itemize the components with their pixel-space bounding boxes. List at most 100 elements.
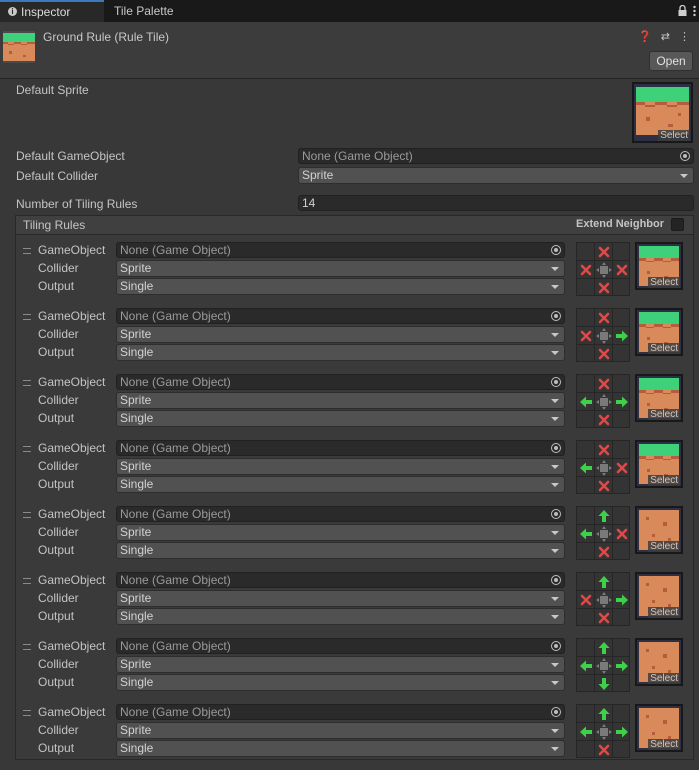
rule-gameobject-field[interactable]: None (Game Object) <box>116 242 565 258</box>
rule-sprite-field[interactable]: Select <box>635 440 683 488</box>
rule-gameobject-field[interactable]: None (Game Object) <box>116 506 565 522</box>
arrow-left-icon[interactable] <box>577 723 595 741</box>
rule-sprite-select[interactable]: Select <box>648 607 680 618</box>
not-this-icon[interactable] <box>595 477 613 495</box>
rule-output-dropdown[interactable]: Single <box>116 740 565 757</box>
rule-sprite-field[interactable]: Select <box>635 572 683 620</box>
drag-handle-icon[interactable] <box>23 248 31 254</box>
arrow-up-icon[interactable] <box>595 507 613 525</box>
object-picker-icon[interactable] <box>551 575 561 585</box>
arrow-right-icon[interactable] <box>613 657 631 675</box>
rule-gameobject-field[interactable]: None (Game Object) <box>116 572 565 588</box>
rule-gameobject-field[interactable]: None (Game Object) <box>116 440 565 456</box>
rule-gameobject-field[interactable]: None (Game Object) <box>116 638 565 654</box>
arrow-right-icon[interactable] <box>613 327 631 345</box>
not-this-icon[interactable] <box>595 375 613 393</box>
arrow-down-icon[interactable] <box>595 675 613 693</box>
rule-collider-dropdown[interactable]: Sprite <box>116 524 565 541</box>
drag-handle-icon[interactable] <box>23 380 31 386</box>
default-collider-dropdown[interactable]: Sprite <box>298 167 694 184</box>
tab-tile-palette[interactable]: Tile Palette <box>114 4 174 18</box>
rule-gameobject-field[interactable]: None (Game Object) <box>116 308 565 324</box>
not-this-icon[interactable] <box>595 279 613 297</box>
arrow-up-icon[interactable] <box>595 639 613 657</box>
extend-neighbor-checkbox[interactable] <box>671 218 684 231</box>
rule-sprite-select[interactable]: Select <box>648 739 680 750</box>
neighbor-grid[interactable] <box>576 242 630 296</box>
not-this-icon[interactable] <box>595 441 613 459</box>
rule-output-dropdown[interactable]: Single <box>116 476 565 493</box>
arrow-left-icon[interactable] <box>577 393 595 411</box>
not-this-icon[interactable] <box>577 591 595 609</box>
not-this-icon[interactable] <box>595 411 613 429</box>
rule-output-dropdown[interactable]: Single <box>116 674 565 691</box>
default-sprite-select[interactable]: Select <box>658 130 690 141</box>
neighbor-grid[interactable] <box>576 704 630 758</box>
not-this-icon[interactable] <box>577 261 595 279</box>
object-picker-icon[interactable] <box>551 641 561 651</box>
rule-collider-dropdown[interactable]: Sprite <box>116 590 565 607</box>
rule-sprite-field[interactable]: Select <box>635 308 683 356</box>
num-rules-field[interactable]: 14 <box>298 195 694 211</box>
rule-collider-dropdown[interactable]: Sprite <box>116 722 565 739</box>
object-picker-icon[interactable] <box>551 509 561 519</box>
neighbor-grid[interactable] <box>576 638 630 692</box>
rule-output-dropdown[interactable]: Single <box>116 608 565 625</box>
rule-sprite-field[interactable]: Select <box>635 704 683 752</box>
header-tool-icons[interactable]: ❓ ⇄ ⋮ <box>637 31 693 43</box>
neighbor-grid[interactable] <box>576 374 630 428</box>
rule-output-dropdown[interactable]: Single <box>116 410 565 427</box>
rule-collider-dropdown[interactable]: Sprite <box>116 260 565 277</box>
drag-handle-icon[interactable] <box>23 644 31 650</box>
object-picker-icon[interactable] <box>551 443 561 453</box>
not-this-icon[interactable] <box>595 741 613 759</box>
not-this-icon[interactable] <box>613 459 631 477</box>
object-picker-icon[interactable] <box>551 245 561 255</box>
rule-gameobject-field[interactable]: None (Game Object) <box>116 704 565 720</box>
object-picker-icon[interactable] <box>680 151 690 161</box>
default-sprite-field[interactable]: Select <box>632 82 693 143</box>
drag-handle-icon[interactable] <box>23 710 31 716</box>
rule-collider-dropdown[interactable]: Sprite <box>116 458 565 475</box>
rule-collider-dropdown[interactable]: Sprite <box>116 326 565 343</box>
not-this-icon[interactable] <box>595 309 613 327</box>
drag-handle-icon[interactable] <box>23 512 31 518</box>
arrow-left-icon[interactable] <box>577 657 595 675</box>
not-this-icon[interactable] <box>577 327 595 345</box>
not-this-icon[interactable] <box>595 243 613 261</box>
drag-handle-icon[interactable] <box>23 578 31 584</box>
object-picker-icon[interactable] <box>551 707 561 717</box>
not-this-icon[interactable] <box>595 609 613 627</box>
tab-menu-icon[interactable] <box>693 5 696 17</box>
rule-sprite-field[interactable]: Select <box>635 242 683 290</box>
arrow-up-icon[interactable] <box>595 705 613 723</box>
rule-output-dropdown[interactable]: Single <box>116 344 565 361</box>
rule-sprite-select[interactable]: Select <box>648 343 680 354</box>
arrow-right-icon[interactable] <box>613 591 631 609</box>
rule-sprite-select[interactable]: Select <box>648 277 680 288</box>
arrow-up-icon[interactable] <box>595 573 613 591</box>
arrow-right-icon[interactable] <box>613 393 631 411</box>
rule-sprite-select[interactable]: Select <box>648 409 680 420</box>
neighbor-grid[interactable] <box>576 308 630 362</box>
object-picker-icon[interactable] <box>551 377 561 387</box>
rule-sprite-select[interactable]: Select <box>648 475 680 486</box>
not-this-icon[interactable] <box>595 345 613 363</box>
arrow-left-icon[interactable] <box>577 459 595 477</box>
neighbor-grid[interactable] <box>576 440 630 494</box>
rule-sprite-field[interactable]: Select <box>635 374 683 422</box>
neighbor-grid[interactable] <box>576 572 630 626</box>
rule-sprite-select[interactable]: Select <box>648 541 680 552</box>
not-this-icon[interactable] <box>613 525 631 543</box>
rule-output-dropdown[interactable]: Single <box>116 542 565 559</box>
rule-output-dropdown[interactable]: Single <box>116 278 565 295</box>
tab-inspector[interactable]: i Inspector <box>0 0 104 22</box>
lock-icon[interactable] <box>678 5 687 16</box>
rule-sprite-field[interactable]: Select <box>635 506 683 554</box>
rule-collider-dropdown[interactable]: Sprite <box>116 392 565 409</box>
drag-handle-icon[interactable] <box>23 314 31 320</box>
arrow-right-icon[interactable] <box>613 723 631 741</box>
default-gameobject-field[interactable]: None (Game Object) <box>298 148 694 164</box>
not-this-icon[interactable] <box>595 543 613 561</box>
open-button[interactable]: Open <box>649 51 693 71</box>
